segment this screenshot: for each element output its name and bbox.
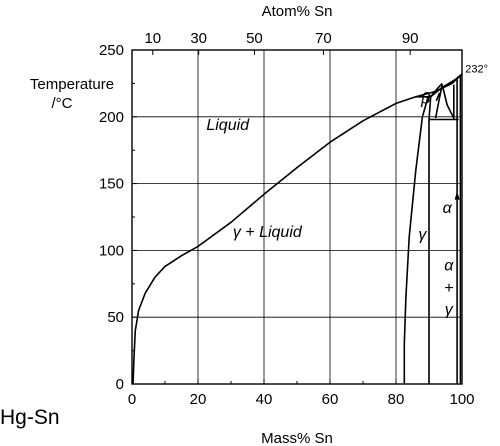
top-tick-label: 30 bbox=[190, 30, 207, 47]
phase-boundary-line bbox=[456, 194, 460, 200]
phase-boundary-line bbox=[435, 92, 441, 102]
top-axis-ticks: 10 30 50 70 90 bbox=[144, 30, 419, 55]
melting-point-annotation: 232° bbox=[465, 64, 488, 76]
top-tick-label: 70 bbox=[315, 30, 332, 47]
y-tick-label: 250 bbox=[99, 42, 124, 59]
system-label: Hg-Sn bbox=[0, 406, 60, 429]
y-tick-label: 150 bbox=[99, 176, 124, 193]
y-tick-label: 50 bbox=[107, 309, 124, 326]
x-tick-label: 80 bbox=[388, 391, 405, 408]
x-tick-label: 40 bbox=[256, 391, 273, 408]
top-tick-label: 10 bbox=[144, 30, 161, 47]
y-axis-label-line1: Temperature bbox=[30, 76, 114, 93]
x-tick-label: 0 bbox=[128, 391, 136, 408]
phase-boundary-line bbox=[430, 82, 443, 98]
phase-labels: Liquid γ + Liquid γ β α α + γ 232° bbox=[206, 64, 488, 319]
phase-boundary-line bbox=[430, 73, 463, 98]
x-tick-label: 100 bbox=[449, 391, 474, 408]
top-tick-label: 50 bbox=[246, 30, 263, 47]
y-tick-label: 100 bbox=[99, 242, 124, 259]
phase-label: γ + Liquid bbox=[233, 224, 303, 241]
top-axis-label: Atom% Sn bbox=[262, 3, 333, 20]
phase-boundaries bbox=[132, 73, 463, 385]
phase-boundary-line bbox=[441, 84, 455, 119]
phase-label: β bbox=[420, 90, 430, 107]
x-axis-ticks: 0 20 40 60 80 100 bbox=[128, 379, 475, 408]
phase-label: α bbox=[444, 257, 454, 274]
y-tick-label: 0 bbox=[116, 376, 124, 393]
phase-boundary-line bbox=[428, 96, 432, 384]
phase-label: α bbox=[443, 200, 453, 217]
y-tick-label: 200 bbox=[99, 109, 124, 126]
phase-label: Liquid bbox=[206, 117, 250, 134]
phase-boundary-line bbox=[403, 94, 432, 384]
x-tick-label: 20 bbox=[190, 391, 207, 408]
phase-boundary-line bbox=[434, 84, 443, 119]
y-axis-label-line2: /°C bbox=[52, 95, 73, 112]
y-axis-ticks: 0 50 100 150 200 250 bbox=[99, 42, 137, 393]
grid-lines bbox=[132, 50, 462, 384]
phase-label: γ bbox=[418, 227, 427, 244]
x-axis-label: Mass% Sn bbox=[261, 430, 333, 446]
phase-label: + bbox=[444, 280, 453, 297]
top-tick-label: 90 bbox=[402, 30, 419, 47]
x-tick-label: 60 bbox=[322, 391, 339, 408]
plot-frame bbox=[131, 49, 463, 385]
phase-label: γ bbox=[445, 302, 454, 319]
